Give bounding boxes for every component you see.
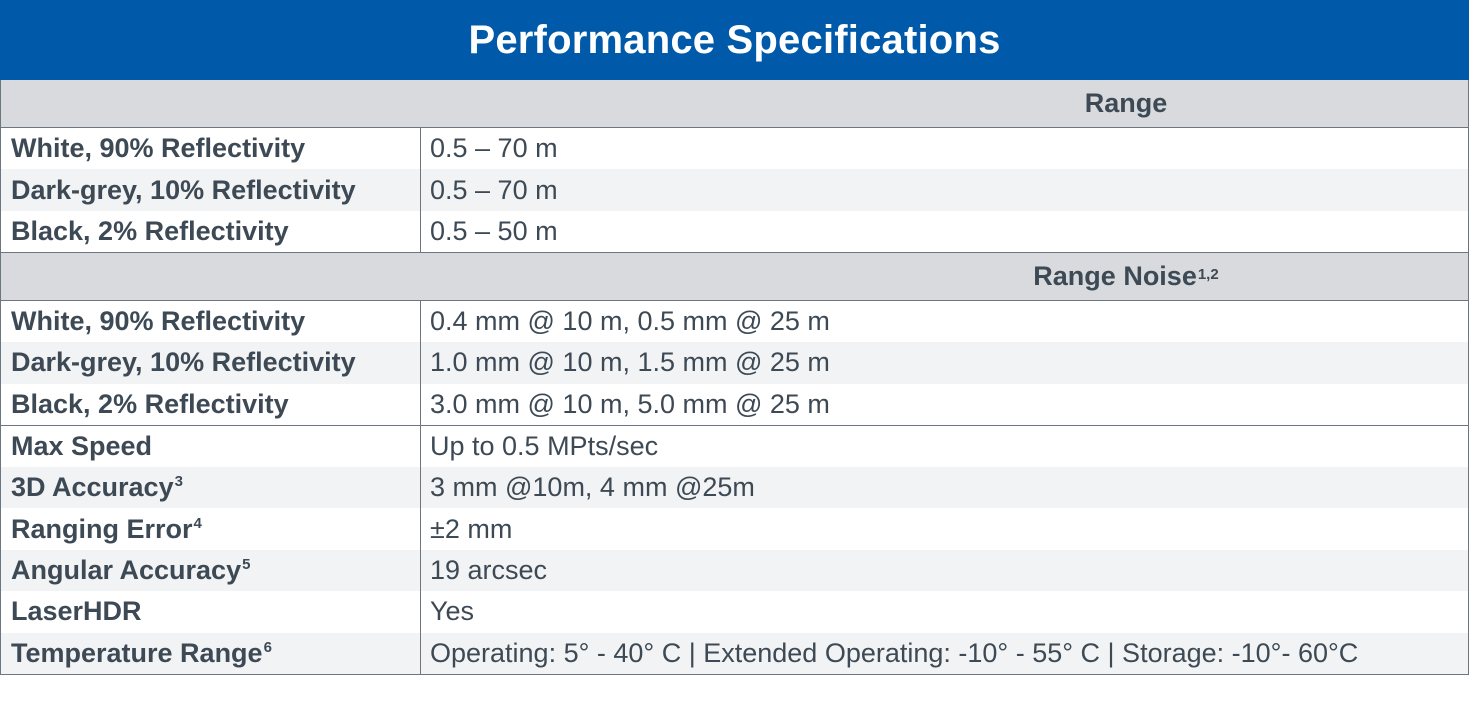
table-title: Performance Specifications [0,0,1469,80]
row-label: Ranging Error 4 [1,508,421,550]
footnote-ref: 3 [174,473,183,491]
table-row: Dark-grey, 10% Reflectivity 1.0 mm @ 10 … [0,342,1469,384]
row-label: Dark-grey, 10% Reflectivity [1,169,421,211]
row-label: 3D Accuracy 3 [1,466,421,509]
section-title-range-noise: Range Noise1,2 [1033,260,1219,291]
footnote-ref: 1,2 [1197,265,1219,283]
table-row: Ranging Error 4 ±2 mm [0,508,1469,550]
row-label: Angular Accuracy 5 [1,549,421,592]
row-value: 1.0 mm @ 10 m, 1.5 mm @ 25 m [430,347,830,378]
row-label: Black, 2% Reflectivity [1,383,421,425]
row-value: 0.5 – 50 m [430,215,558,246]
section-title-range: Range [1084,88,1168,118]
table-row: Angular Accuracy 5 19 arcsec [0,549,1469,592]
table-row: Temperature Range 6 Operating: 5° - 40° C… [0,632,1469,675]
row-label: Max Speed [1,425,421,467]
row-label: White, 90% Reflectivity [1,128,421,170]
row-label: White, 90% Reflectivity [1,300,421,343]
footnote-ref: 5 [242,555,251,573]
row-value: Operating: 5° - 40° C | Extended Operati… [430,637,1359,668]
row-value: 19 arcsec [430,554,548,585]
row-value: 0.4 mm @ 10 m, 0.5 mm @ 25 m [430,305,830,336]
table-row: Max Speed Up to 0.5 MPts/sec [0,425,1469,467]
row-value: 3 mm @10m, 4 mm @25m [430,472,755,503]
table-row: White, 90% Reflectivity 0.4 mm @ 10 m, 0… [0,300,1469,343]
row-value: ±2 mm [430,513,513,544]
table-row: 3D Accuracy 3 3 mm @10m, 4 mm @25m [0,466,1469,509]
footnote-ref: 6 [263,638,272,656]
spec-table: Performance Specifications Range White, … [0,0,1469,675]
row-label: Black, 2% Reflectivity [1,210,421,252]
row-value: Yes [430,596,475,627]
row-label: LaserHDR [1,591,421,633]
row-value: 0.5 – 70 m [430,174,558,205]
table-row: Black, 2% Reflectivity 0.5 – 50 m [0,210,1469,253]
row-value: 3.0 mm @ 10 m, 5.0 mm @ 25 m [430,388,830,419]
section-header-range: Range [0,80,1469,128]
row-value: Up to 0.5 MPts/sec [430,430,659,461]
table-row: LaserHDR Yes [0,591,1469,633]
table-row: White, 90% Reflectivity 0.5 – 70 m [0,128,1469,170]
row-value: 0.5 – 70 m [430,133,558,164]
section-header-range-noise: Range Noise1,2 [0,252,1469,301]
table-row: Dark-grey, 10% Reflectivity 0.5 – 70 m [0,169,1469,211]
row-label: Dark-grey, 10% Reflectivity [1,342,421,384]
row-label: Temperature Range 6 [1,632,421,674]
table-row: Black, 2% Reflectivity 3.0 mm @ 10 m, 5.… [0,383,1469,426]
footnote-ref: 4 [193,514,202,532]
